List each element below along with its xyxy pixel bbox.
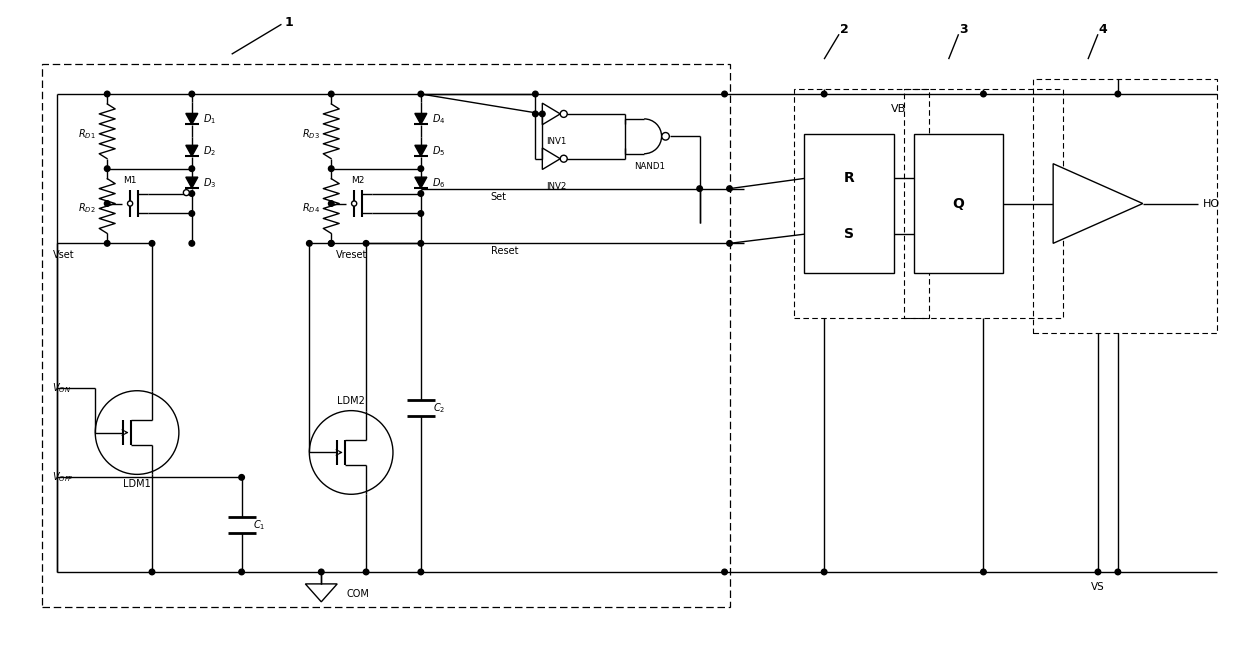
Circle shape bbox=[329, 166, 334, 172]
Circle shape bbox=[821, 91, 827, 97]
Circle shape bbox=[722, 91, 728, 97]
Text: INV2: INV2 bbox=[546, 182, 567, 191]
Bar bbox=[904, 89, 1063, 318]
Circle shape bbox=[306, 240, 312, 246]
Circle shape bbox=[188, 211, 195, 216]
Circle shape bbox=[662, 133, 670, 140]
Circle shape bbox=[352, 201, 357, 206]
Polygon shape bbox=[415, 114, 427, 124]
Circle shape bbox=[1095, 569, 1101, 575]
Polygon shape bbox=[1053, 164, 1143, 244]
Text: COM: COM bbox=[346, 589, 370, 599]
Polygon shape bbox=[186, 145, 198, 156]
Text: LDM2: LDM2 bbox=[337, 396, 365, 406]
Bar bbox=[805, 134, 894, 273]
Circle shape bbox=[104, 166, 110, 172]
Text: $R_{D4}$: $R_{D4}$ bbox=[303, 202, 320, 215]
Text: M2: M2 bbox=[351, 176, 365, 185]
Polygon shape bbox=[186, 177, 198, 188]
Circle shape bbox=[363, 240, 368, 246]
Circle shape bbox=[560, 155, 567, 162]
Text: $D_3$: $D_3$ bbox=[203, 176, 217, 189]
Circle shape bbox=[697, 186, 702, 191]
Text: LDM1: LDM1 bbox=[123, 479, 151, 489]
Circle shape bbox=[539, 111, 546, 117]
Text: $R_{D3}$: $R_{D3}$ bbox=[303, 127, 320, 141]
Text: M1: M1 bbox=[123, 176, 136, 185]
Text: Reset: Reset bbox=[491, 246, 518, 257]
Text: HO: HO bbox=[1203, 199, 1220, 208]
Circle shape bbox=[329, 240, 334, 246]
Text: $D_4$: $D_4$ bbox=[432, 112, 445, 126]
Circle shape bbox=[184, 189, 190, 196]
Circle shape bbox=[532, 111, 538, 117]
Circle shape bbox=[1115, 91, 1121, 97]
Circle shape bbox=[418, 569, 424, 575]
Circle shape bbox=[981, 91, 986, 97]
Bar bbox=[1033, 79, 1218, 333]
Circle shape bbox=[149, 240, 155, 246]
Circle shape bbox=[418, 166, 424, 172]
Circle shape bbox=[128, 201, 133, 206]
Circle shape bbox=[722, 569, 728, 575]
Text: $V_{OFF}$: $V_{OFF}$ bbox=[52, 470, 74, 485]
Text: $D_2$: $D_2$ bbox=[203, 144, 216, 157]
Text: S: S bbox=[844, 227, 854, 241]
Circle shape bbox=[329, 240, 334, 246]
Circle shape bbox=[188, 166, 195, 172]
Bar bbox=[795, 89, 929, 318]
Circle shape bbox=[1115, 569, 1121, 575]
Circle shape bbox=[418, 91, 424, 97]
Text: $C_1$: $C_1$ bbox=[253, 518, 265, 532]
Circle shape bbox=[981, 569, 986, 575]
Text: Q: Q bbox=[952, 197, 965, 210]
Polygon shape bbox=[415, 145, 427, 156]
Circle shape bbox=[188, 91, 195, 97]
Text: $D_5$: $D_5$ bbox=[433, 144, 445, 157]
Text: 4: 4 bbox=[1099, 23, 1107, 36]
Circle shape bbox=[149, 569, 155, 575]
Text: $R_{D2}$: $R_{D2}$ bbox=[78, 202, 95, 215]
Circle shape bbox=[727, 186, 733, 191]
Text: INV1: INV1 bbox=[546, 137, 567, 146]
Text: $V_{ON}$: $V_{ON}$ bbox=[52, 381, 72, 394]
Text: Set: Set bbox=[491, 191, 507, 202]
Circle shape bbox=[363, 569, 368, 575]
Bar bbox=[914, 134, 1003, 273]
Polygon shape bbox=[415, 177, 427, 188]
Circle shape bbox=[188, 191, 195, 197]
Text: $C_2$: $C_2$ bbox=[433, 401, 445, 415]
Circle shape bbox=[329, 91, 334, 97]
Circle shape bbox=[418, 191, 424, 197]
Circle shape bbox=[418, 240, 424, 246]
Text: $R_{D1}$: $R_{D1}$ bbox=[78, 127, 95, 141]
Circle shape bbox=[727, 240, 733, 246]
Text: Vset: Vset bbox=[52, 250, 74, 261]
Circle shape bbox=[532, 91, 538, 97]
Text: VS: VS bbox=[1091, 582, 1105, 592]
Text: 2: 2 bbox=[839, 23, 848, 36]
Text: Vreset: Vreset bbox=[336, 250, 367, 261]
Text: NAND1: NAND1 bbox=[635, 162, 666, 170]
Bar bbox=[42, 64, 729, 607]
Circle shape bbox=[418, 211, 424, 216]
Circle shape bbox=[319, 569, 324, 575]
Circle shape bbox=[188, 240, 195, 246]
Text: $D_1$: $D_1$ bbox=[203, 112, 216, 126]
Text: $D_6$: $D_6$ bbox=[432, 176, 445, 189]
Text: VB: VB bbox=[892, 104, 906, 114]
Text: 1: 1 bbox=[285, 16, 294, 29]
Text: 3: 3 bbox=[960, 23, 968, 36]
Circle shape bbox=[104, 240, 110, 246]
Circle shape bbox=[239, 569, 244, 575]
Circle shape bbox=[821, 569, 827, 575]
Text: R: R bbox=[843, 172, 854, 185]
Circle shape bbox=[104, 91, 110, 97]
Polygon shape bbox=[186, 114, 198, 124]
Circle shape bbox=[329, 200, 334, 206]
Circle shape bbox=[239, 475, 244, 480]
Circle shape bbox=[104, 200, 110, 206]
Circle shape bbox=[560, 110, 567, 118]
